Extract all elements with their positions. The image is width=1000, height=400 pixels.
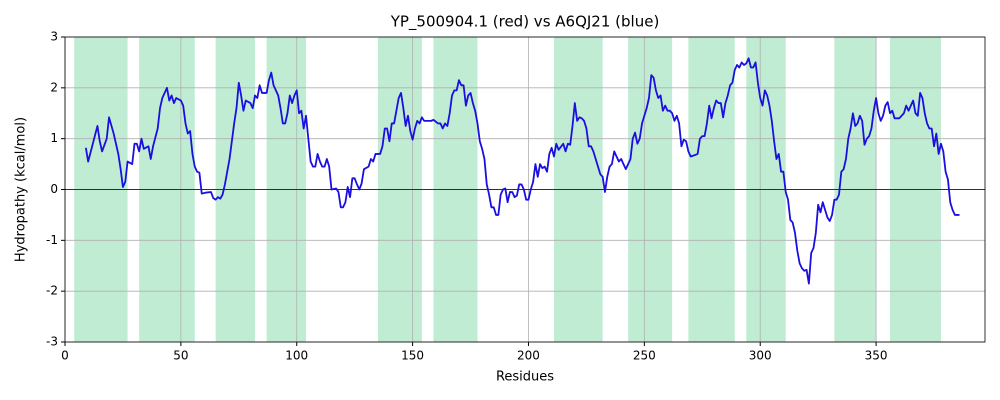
x-tick-label: 100 [285,349,308,363]
y-tick-label: 1 [50,131,58,145]
x-tick-label: 150 [401,349,424,363]
y-tick-label: -1 [46,233,58,247]
x-tick-label: 250 [633,349,656,363]
plot-frame [64,36,986,343]
y-tick-label: 3 [50,30,58,44]
x-tick-label: 300 [749,349,772,363]
x-tick-label: 200 [517,349,540,363]
y-tick-label: 2 [50,80,58,94]
y-tick-label: -2 [46,284,58,298]
chart-title: YP_500904.1 (red) vs A6QJ21 (blue) [390,13,660,32]
x-tick-label: 0 [61,349,69,363]
data-line [84,57,960,285]
x-tick-label: 50 [173,349,188,363]
x-axis-label: Residues [496,370,554,385]
y-tick-label: -3 [46,335,58,349]
x-tick-label: 350 [865,349,888,363]
y-tick-label: 0 [50,182,58,196]
y-axis-label: Hydropathy (kcal/mol) [14,117,29,262]
